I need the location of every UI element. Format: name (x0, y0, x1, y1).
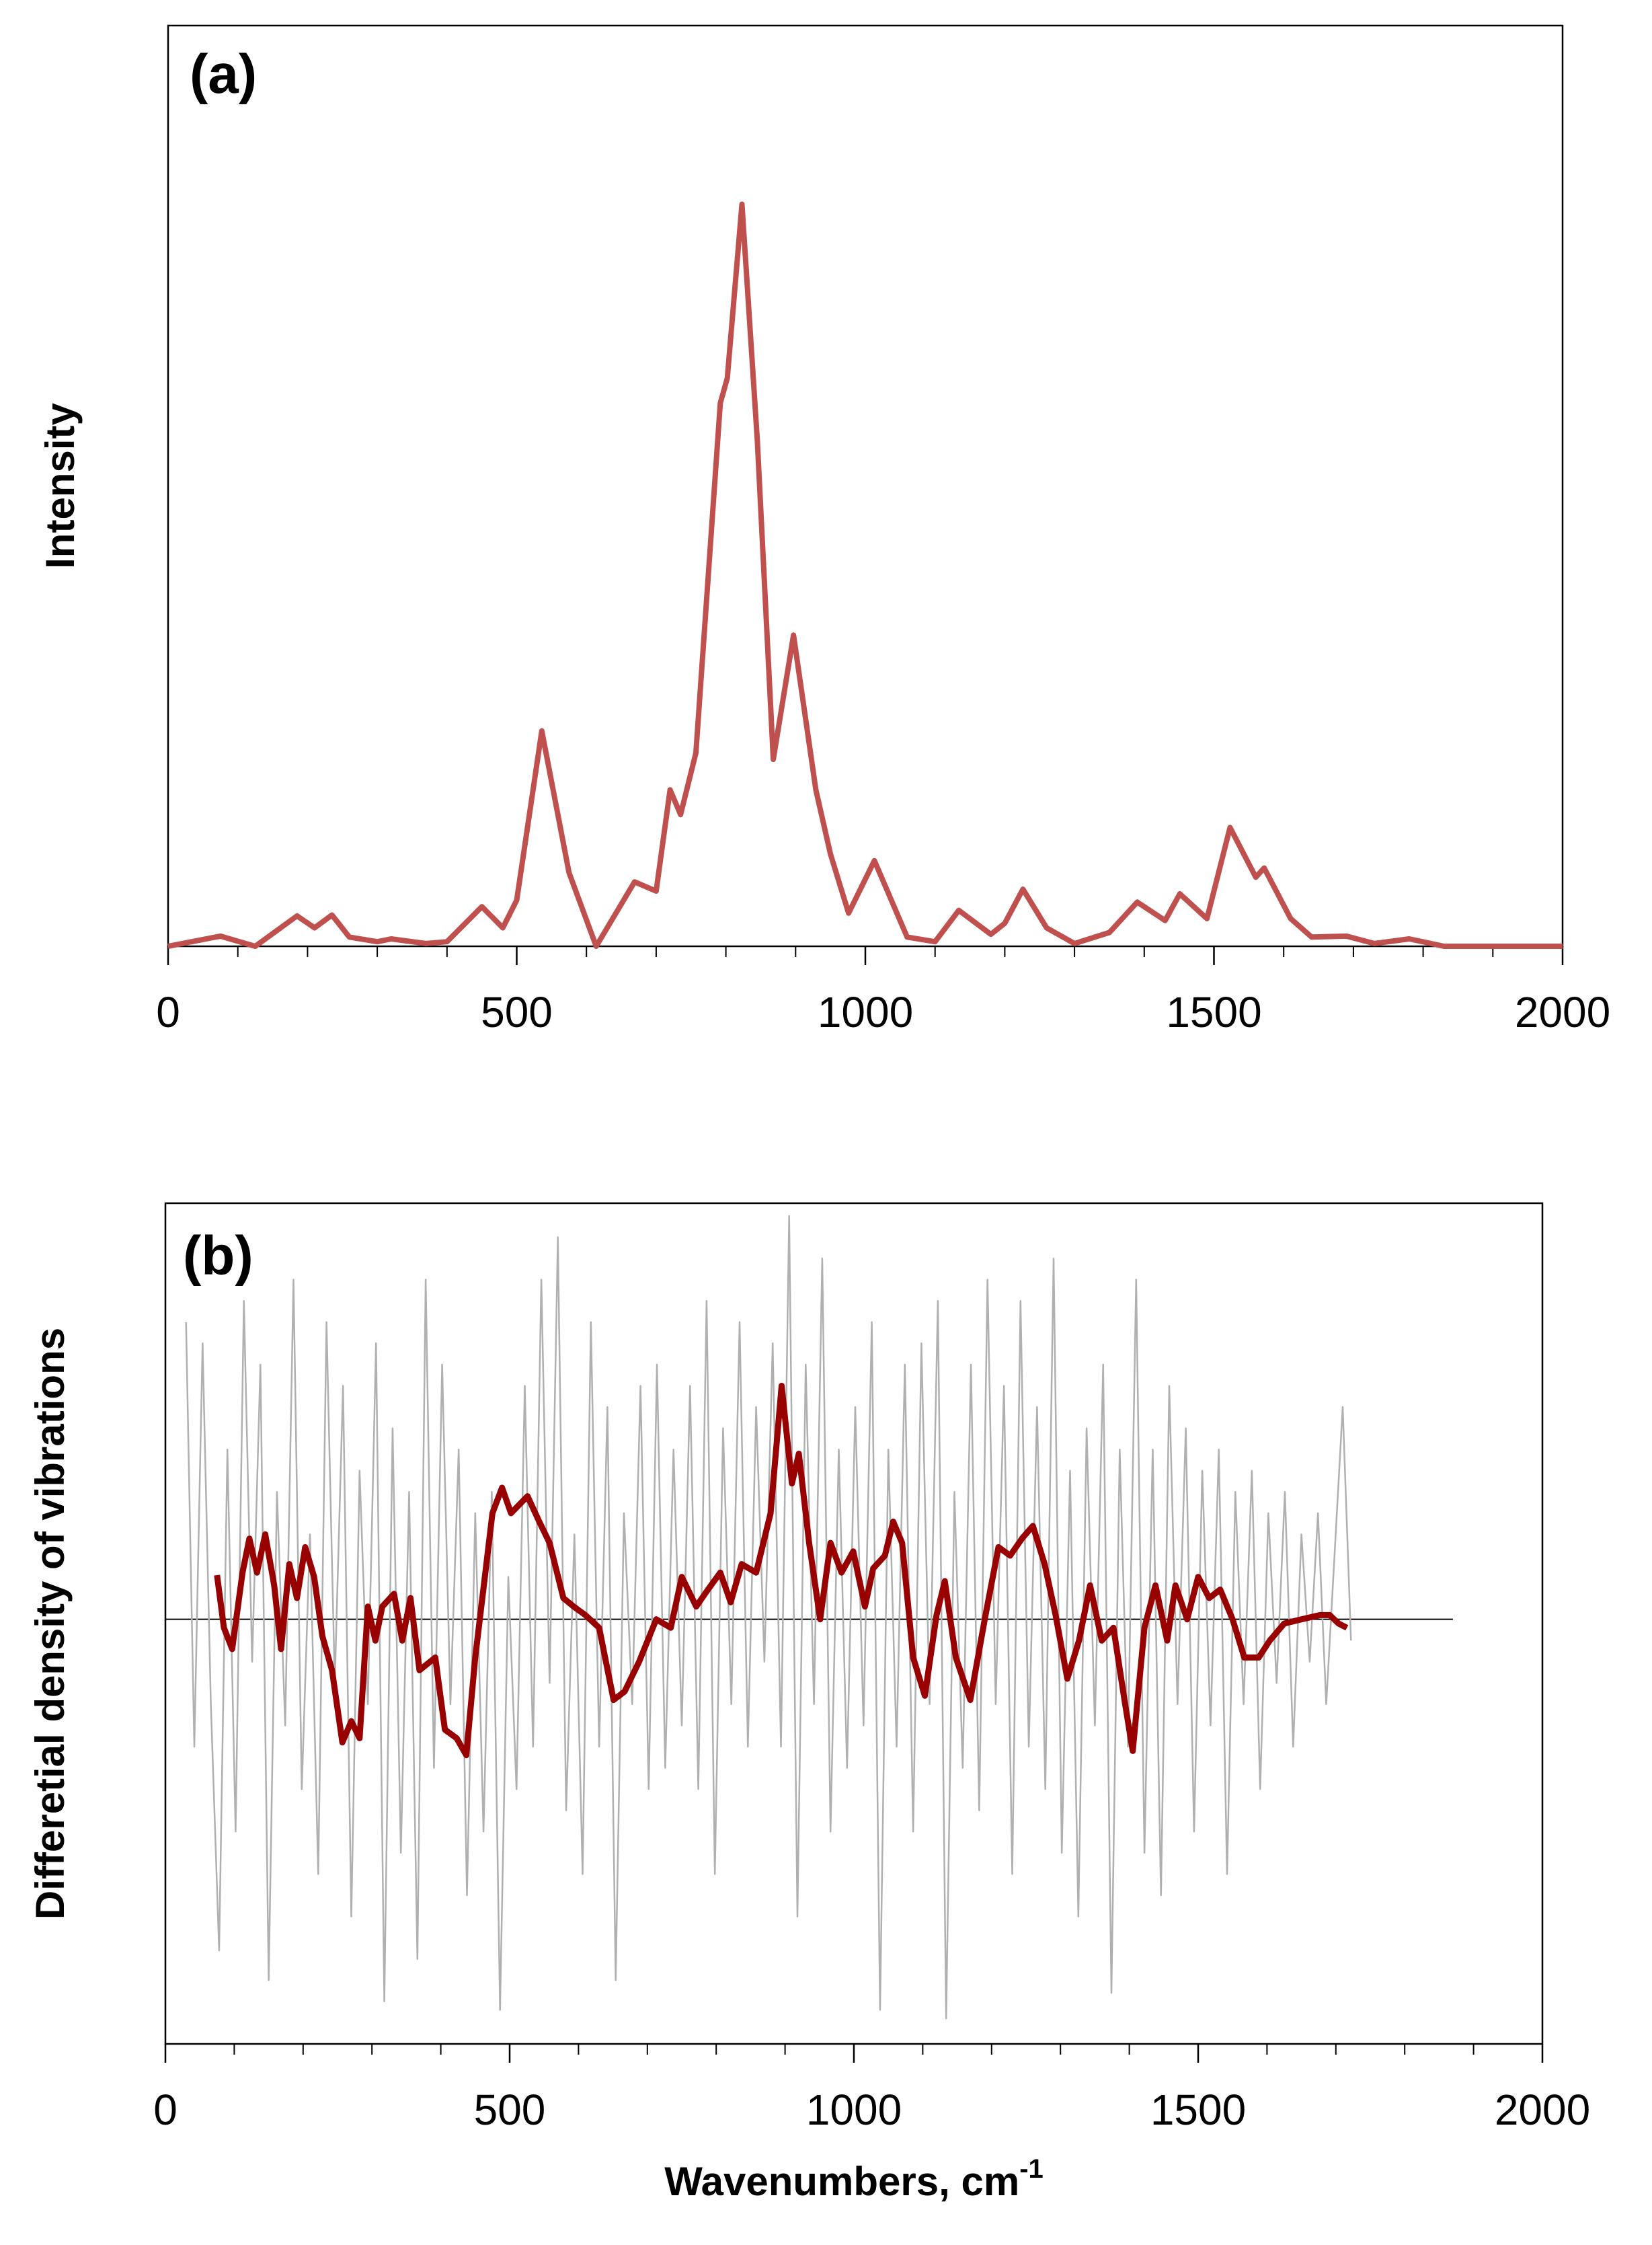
x-axis-label: Wavenumbers, cm-1 (664, 2154, 1044, 2204)
panel-label: (b) (183, 1225, 253, 1287)
data-line (167, 201, 1563, 949)
x-tick-label: 2000 (1495, 2086, 1590, 2134)
x-tick-label: 500 (481, 988, 553, 1036)
x-axis-label-text: Wavenumbers, cm (664, 2159, 1019, 2204)
panel-label: (a) (190, 44, 257, 105)
x-tick-label: 1000 (818, 988, 913, 1036)
x-tick-label: 2000 (1515, 988, 1610, 1036)
x-axis-label-sup: -1 (1019, 2154, 1044, 2184)
y-axis-label: Intensity (38, 403, 83, 569)
data-line (185, 1215, 1352, 2020)
y-axis-label: Differetial density of vibrations (28, 1328, 73, 1919)
plot-frame (167, 24, 1564, 948)
x-tick-label: 0 (156, 988, 180, 1036)
x-tick-label: 1500 (1166, 988, 1261, 1036)
x-tick-label: 1000 (806, 2086, 902, 2134)
data-line (214, 1383, 1349, 1759)
x-tick-label: 1500 (1150, 2086, 1246, 2134)
x-tick-label: 0 (153, 2086, 178, 2134)
x-tick-label: 500 (474, 2086, 546, 2134)
